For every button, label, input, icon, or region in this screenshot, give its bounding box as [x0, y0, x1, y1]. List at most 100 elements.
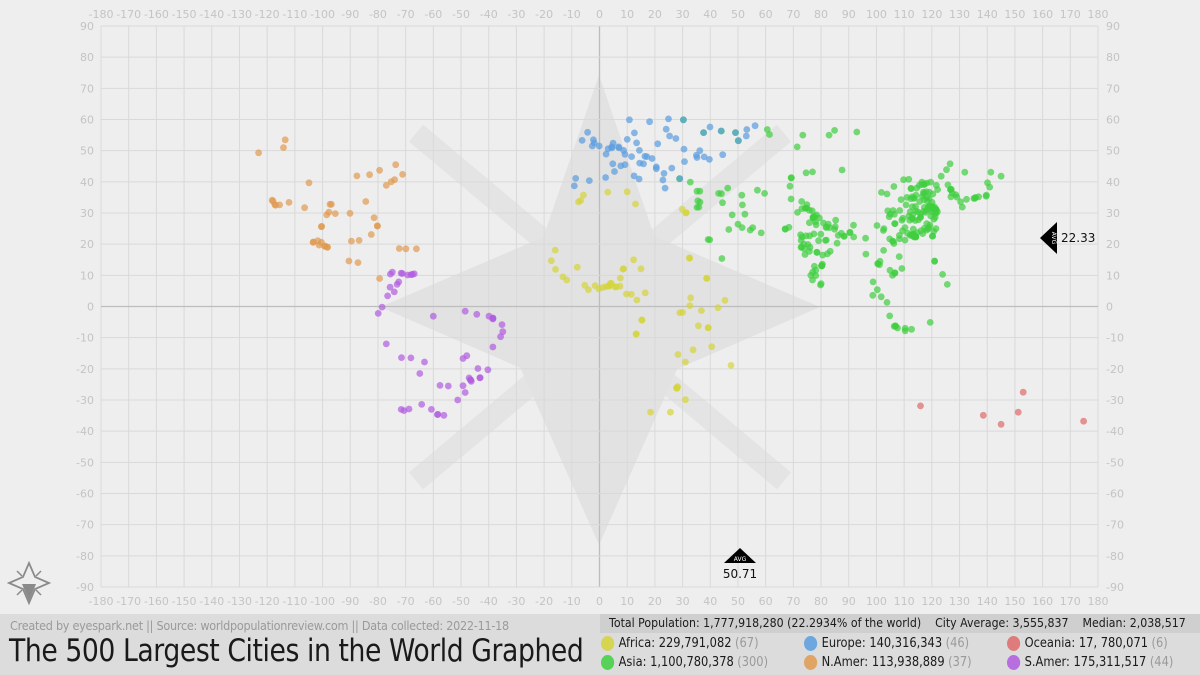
svg-text:-60: -60: [76, 488, 94, 501]
svg-text:-80: -80: [1106, 550, 1124, 563]
longitude-average-marker: AVG 50.71: [723, 548, 757, 581]
svg-text:-30: -30: [507, 8, 525, 21]
svg-text:50: 50: [731, 8, 745, 21]
svg-text:-180: -180: [89, 8, 114, 21]
svg-text:-40: -40: [480, 8, 498, 21]
svg-text:180: 180: [1088, 8, 1109, 21]
svg-text:150: 150: [1004, 8, 1025, 21]
svg-text:-60: -60: [1106, 488, 1124, 501]
eyespark-logo-icon: [6, 560, 52, 606]
svg-text:10: 10: [620, 595, 634, 608]
samerica-swatch-icon: [1007, 655, 1021, 670]
svg-text:-50: -50: [76, 456, 94, 469]
svg-text:-170: -170: [116, 595, 141, 608]
scatter-chart: -180-180-170-170-160-160-150-150-140-140…: [6, 8, 1124, 608]
svg-text:-130: -130: [227, 595, 252, 608]
svg-text:-20: -20: [1106, 363, 1124, 376]
svg-text:130: 130: [949, 595, 970, 608]
svg-text:-150: -150: [172, 8, 197, 21]
oceania-points: [917, 388, 1087, 428]
svg-text:160: 160: [1032, 8, 1053, 21]
svg-text:-180: -180: [89, 595, 114, 608]
chart-title: The 500 Largest Cities in the World Grap…: [9, 633, 584, 669]
svg-text:-170: -170: [116, 8, 141, 21]
svg-text:60: 60: [759, 595, 773, 608]
svg-text:30: 30: [676, 8, 690, 21]
legend-samerica: S.Amer: 175,311,517 (44): [1007, 655, 1173, 670]
svg-text:-100: -100: [310, 8, 335, 21]
svg-text:170: 170: [1060, 8, 1081, 21]
legend-africa: Africa: 229,791,082 (67): [601, 636, 759, 651]
svg-text:80: 80: [814, 595, 828, 608]
city-points: [255, 115, 1087, 428]
svg-text:40: 40: [80, 176, 94, 189]
axis-ticks: -180-180-170-170-160-160-150-150-140-140…: [76, 8, 1124, 608]
svg-text:-50: -50: [452, 595, 470, 608]
svg-text:160: 160: [1032, 595, 1053, 608]
svg-text:-20: -20: [535, 8, 553, 21]
svg-text:-160: -160: [144, 595, 169, 608]
svg-text:-30: -30: [76, 394, 94, 407]
svg-text:-60: -60: [424, 8, 442, 21]
svg-text:30: 30: [80, 207, 94, 220]
svg-text:40: 40: [1106, 176, 1120, 189]
svg-text:80: 80: [1106, 51, 1120, 64]
svg-text:70: 70: [786, 8, 800, 21]
latitude-average-value: 22.33: [1061, 231, 1095, 245]
svg-text:-10: -10: [563, 595, 581, 608]
svg-text:70: 70: [786, 595, 800, 608]
legend-namerica: N.Amer: 113,938,889 (37): [804, 655, 972, 670]
svg-text:30: 30: [1106, 207, 1120, 220]
svg-text:10: 10: [1106, 269, 1120, 282]
svg-text:130: 130: [949, 8, 970, 21]
svg-text:150: 150: [1004, 595, 1025, 608]
svg-text:-40: -40: [480, 595, 498, 608]
svg-text:100: 100: [866, 8, 887, 21]
svg-text:20: 20: [1106, 238, 1120, 251]
svg-text:20: 20: [648, 595, 662, 608]
svg-text:40: 40: [703, 595, 717, 608]
svg-text:-100: -100: [310, 595, 335, 608]
svg-text:AVG: AVG: [734, 556, 747, 563]
svg-text:-70: -70: [76, 519, 94, 532]
svg-text:140: 140: [977, 595, 998, 608]
latitude-average-marker: AVG 22.33: [1040, 222, 1095, 254]
population-stats: Total Population: 1,777,918,280 (22.2934…: [609, 615, 1186, 630]
svg-text:-90: -90: [341, 8, 359, 21]
svg-text:-120: -120: [255, 8, 280, 21]
svg-text:40: 40: [703, 8, 717, 21]
oceania-swatch-icon: [1007, 636, 1021, 651]
svg-text:-70: -70: [1106, 519, 1124, 532]
svg-text:AVG: AVG: [1050, 232, 1057, 245]
africa-swatch-icon: [601, 636, 615, 651]
svg-text:-10: -10: [76, 332, 94, 345]
svg-text:90: 90: [842, 8, 856, 21]
svg-text:60: 60: [80, 114, 94, 127]
svg-text:80: 80: [80, 51, 94, 64]
svg-text:90: 90: [842, 595, 856, 608]
svg-text:100: 100: [866, 595, 887, 608]
svg-text:-90: -90: [341, 595, 359, 608]
svg-text:20: 20: [80, 238, 94, 251]
svg-text:110: 110: [894, 595, 915, 608]
svg-text:180: 180: [1088, 595, 1109, 608]
svg-text:-140: -140: [199, 8, 224, 21]
svg-text:20: 20: [648, 8, 662, 21]
svg-text:0: 0: [87, 301, 94, 314]
asia-swatch-icon: [601, 655, 615, 670]
svg-text:0: 0: [596, 595, 603, 608]
svg-text:-140: -140: [199, 595, 224, 608]
svg-text:120: 120: [921, 595, 942, 608]
svg-text:90: 90: [80, 20, 94, 33]
svg-text:50: 50: [1106, 145, 1120, 158]
svg-text:-110: -110: [282, 8, 307, 21]
svg-text:80: 80: [814, 8, 828, 21]
svg-text:-60: -60: [424, 595, 442, 608]
svg-text:170: 170: [1060, 595, 1081, 608]
svg-text:-110: -110: [282, 595, 307, 608]
svg-text:140: 140: [977, 8, 998, 21]
credits-text: Created by eyespark.net || Source: world…: [10, 618, 509, 633]
svg-text:90: 90: [1106, 20, 1120, 33]
namerica-swatch-icon: [804, 655, 818, 670]
svg-text:-30: -30: [507, 595, 525, 608]
